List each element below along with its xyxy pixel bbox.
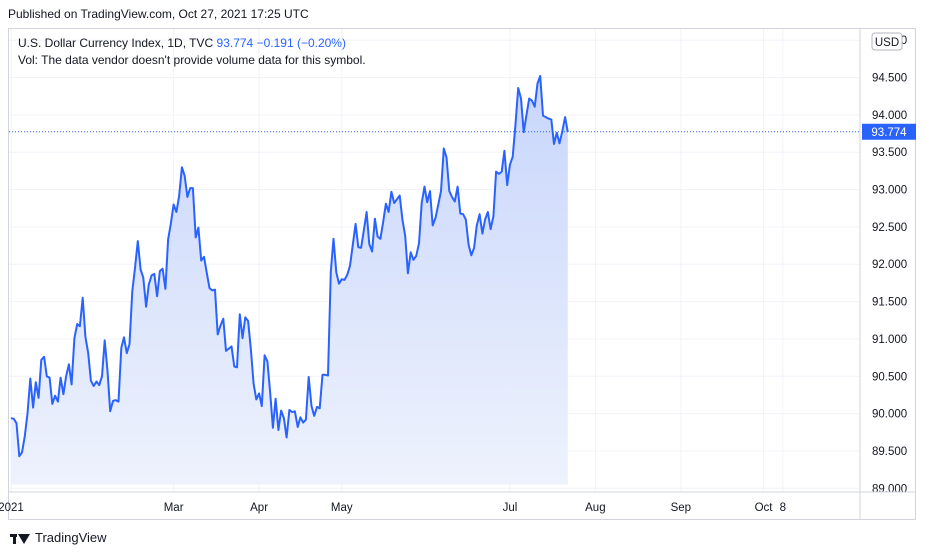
- x-tick-label: 2021: [0, 502, 24, 514]
- x-tick-label: Apr: [250, 502, 268, 514]
- x-tick-label: Mar: [164, 502, 184, 514]
- published-caption: Published on TradingView.com, Oct 27, 20…: [8, 7, 309, 21]
- currency-badge[interactable]: [871, 32, 903, 51]
- y-tick-label: 90.000: [872, 409, 907, 421]
- x-tick-label: Sep: [671, 502, 691, 514]
- last-price-label: 93.774: [871, 127, 907, 139]
- y-tick-label: 92.500: [872, 222, 907, 234]
- tradingview-logo-icon: [10, 532, 30, 544]
- y-tick-label: 94.500: [872, 73, 907, 85]
- x-tick-label: Jul: [503, 502, 518, 514]
- price-line[interactable]: [10, 75, 569, 458]
- x-tick-label: Aug: [585, 502, 605, 514]
- brand-name: TradingView: [35, 530, 107, 545]
- last-price-badge: [862, 123, 916, 140]
- y-tick-label: 92.000: [872, 259, 907, 271]
- y-tick-label: 90.500: [872, 371, 907, 383]
- price-area-fill: [11, 76, 568, 485]
- chart-frame: [8, 28, 916, 520]
- y-tick-label: 94.000: [872, 110, 907, 122]
- volume-note: Vol: The data vendor doesn't provide vol…: [18, 53, 366, 67]
- footer-brand[interactable]: TradingView: [10, 530, 107, 545]
- y-tick-label: 89.000: [872, 483, 907, 495]
- chart-legend: U.S. Dollar Currency Index, 1D, TVC 93.7…: [18, 35, 366, 69]
- y-tick-label: 89.500: [872, 446, 907, 458]
- x-tick-label: Oct: [755, 502, 774, 514]
- x-tick-label: 8: [780, 502, 786, 514]
- y-tick-label: 91.000: [872, 334, 907, 346]
- symbol-name[interactable]: U.S. Dollar Currency Index, 1D, TVC: [18, 36, 214, 50]
- currency-label[interactable]: USD: [875, 37, 899, 49]
- y-tick-label: 93.500: [872, 147, 907, 159]
- price-change: −0.191 (−0.20%): [256, 36, 346, 50]
- x-tick-label: May: [331, 502, 353, 514]
- y-tick-label: 91.500: [872, 297, 907, 309]
- y-tick-label: 93.000: [872, 185, 907, 197]
- last-value: 93.774: [216, 36, 254, 50]
